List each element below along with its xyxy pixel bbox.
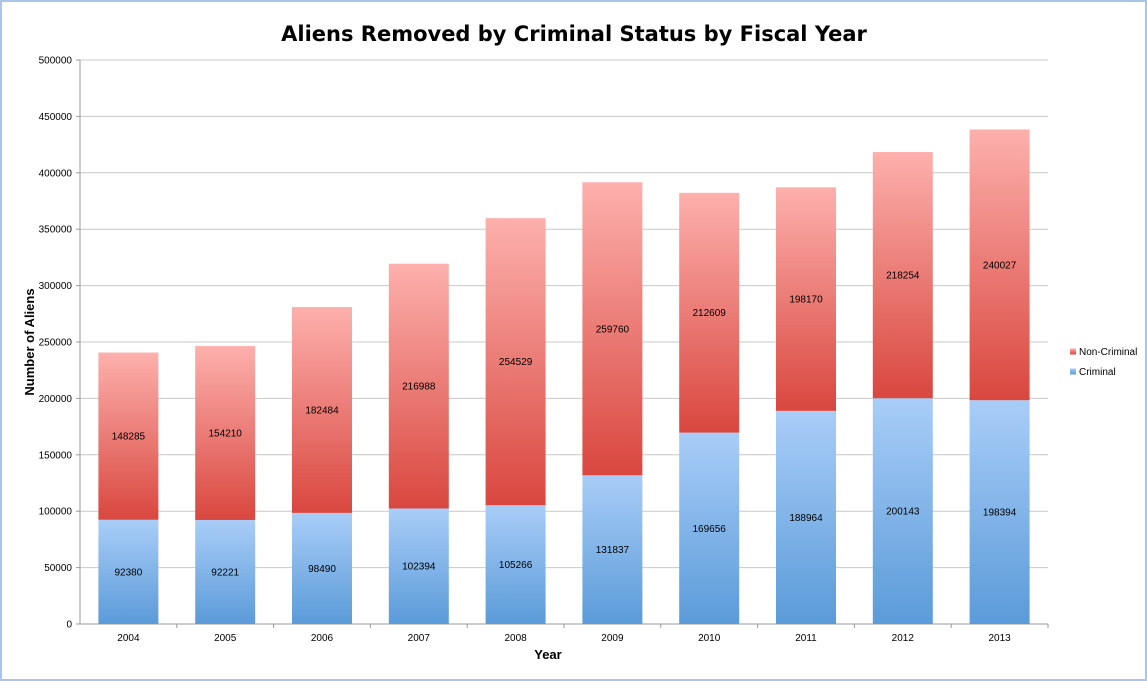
y-tick-label: 100000 (39, 507, 73, 518)
y-tick-label: 0 (66, 620, 72, 631)
data-label: 92380 (114, 567, 142, 578)
x-tick-label: 2007 (408, 633, 431, 644)
bar-non-criminal-2009 (582, 182, 643, 476)
data-label: 218254 (886, 271, 920, 282)
bar-non-criminal-2008 (485, 218, 546, 506)
legend: Non-Criminal Criminal (1070, 347, 1137, 378)
bar-labels: 92380 148285 92221 154210 98490 182484 102394 2… (112, 260, 1017, 578)
x-tick-label: 2010 (698, 633, 721, 644)
y-tick-label: 400000 (39, 168, 73, 179)
data-label: 212609 (693, 308, 727, 319)
chart-title: Aliens Removed by Criminal Status by Fis… (281, 22, 867, 46)
data-label: 169656 (693, 524, 727, 535)
bar-criminal-2008 (485, 505, 546, 624)
y-axis-title: Number of Aliens (22, 288, 37, 395)
x-axis-ticks: 2004 2005 2006 2007 2008 2009 2010 2011 2012 2013 (117, 624, 1049, 644)
x-tick-label: 2013 (988, 633, 1011, 644)
data-label: 105266 (499, 560, 533, 571)
y-axis-ticks: 0 50000 100000 150000 200000 250000 300000 3500… (39, 56, 80, 631)
x-tick-label: 2008 (504, 633, 527, 644)
legend-label-criminal: Criminal (1079, 367, 1116, 378)
x-axis-title: Year (534, 647, 561, 662)
y-tick-label: 500000 (39, 56, 73, 67)
x-tick-label: 2005 (214, 633, 237, 644)
legend-label-non-criminal: Non-Criminal (1079, 347, 1137, 358)
bar-non-criminal-2012 (872, 152, 933, 399)
y-tick-label: 300000 (39, 281, 73, 292)
data-label: 240027 (983, 260, 1017, 271)
y-tick-label: 450000 (39, 112, 73, 123)
y-tick-label: 200000 (39, 394, 73, 405)
data-label: 154210 (209, 429, 243, 440)
data-label: 92221 (211, 567, 239, 578)
data-label: 182484 (305, 405, 339, 416)
bar-criminal-2006 (292, 512, 352, 624)
data-label: 259760 (596, 324, 630, 335)
data-label: 216988 (402, 382, 436, 393)
bar-criminal-2010 (679, 432, 740, 624)
y-tick-label: 150000 (39, 450, 73, 461)
bar-criminal-2011 (776, 410, 836, 624)
data-label: 198394 (983, 508, 1017, 519)
bar-non-criminal-2010 (679, 192, 740, 433)
bar-criminal-2012 (872, 398, 933, 624)
x-tick-label: 2011 (795, 633, 817, 644)
data-label: 254529 (499, 357, 533, 368)
data-label: 98490 (308, 564, 336, 575)
x-tick-label: 2004 (117, 633, 140, 644)
data-label: 131837 (596, 545, 630, 556)
x-tick-label: 2009 (601, 633, 624, 644)
y-tick-label: 50000 (44, 563, 72, 574)
data-label: 102394 (402, 562, 436, 573)
y-tick-label: 250000 (39, 338, 73, 349)
bar-criminal-2007 (388, 508, 449, 624)
y-tick-label: 350000 (39, 225, 73, 236)
bar-non-criminal-2005 (195, 346, 256, 520)
x-tick-label: 2006 (311, 633, 334, 644)
bar-non-criminal-2007 (388, 263, 449, 509)
bars (98, 129, 1030, 624)
bar-non-criminal-2004 (98, 352, 159, 520)
bar-non-criminal-2006 (292, 307, 352, 513)
legend-swatch-non-criminal (1070, 348, 1076, 355)
bar-criminal-2013 (969, 400, 1030, 624)
data-label: 148285 (112, 432, 146, 443)
data-label: 198170 (789, 295, 823, 306)
legend-swatch-criminal (1070, 368, 1076, 375)
data-label: 188964 (789, 513, 823, 524)
bar-non-criminal-2013 (969, 129, 1030, 401)
bar-criminal-2009 (582, 475, 643, 624)
bar-criminal-2005 (195, 519, 256, 624)
bar-non-criminal-2011 (776, 187, 836, 411)
data-label: 200143 (886, 507, 920, 518)
bar-criminal-2004 (98, 519, 159, 624)
x-tick-label: 2012 (892, 633, 915, 644)
